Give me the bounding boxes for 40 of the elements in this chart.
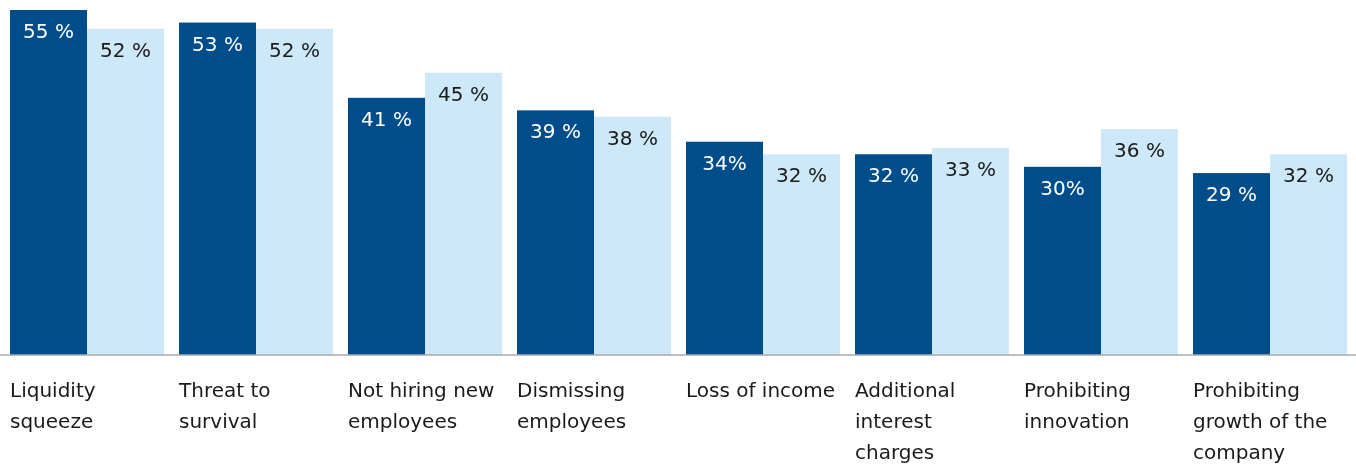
data-label: 52 %: [269, 37, 320, 62]
bar: [10, 10, 87, 355]
bar: [256, 28, 333, 355]
bar: [348, 97, 425, 355]
x-tick-label: Dismissing employees: [517, 378, 627, 433]
x-tick-label: Threat to survival: [178, 378, 271, 433]
bar: [763, 154, 840, 355]
bar: [855, 154, 932, 355]
bar: [1024, 166, 1101, 355]
data-label: 29 %: [1206, 182, 1257, 207]
x-tick-label: Additional interest charges: [855, 378, 956, 464]
x-tick-label: Liquidity squeeze: [10, 378, 96, 433]
data-label: 53 %: [192, 31, 243, 56]
bar: [517, 110, 594, 355]
data-label: 55 %: [23, 19, 74, 43]
bar: [932, 148, 1009, 355]
bar: [1101, 129, 1178, 355]
x-tick-label: Not hiring new employees: [348, 378, 495, 433]
data-label: 30%: [1040, 175, 1085, 200]
bar: [425, 72, 502, 355]
bar: [594, 116, 671, 355]
data-label: 52 %: [100, 37, 151, 62]
data-label: 41 %: [361, 106, 412, 131]
data-label: 39 %: [530, 119, 581, 144]
data-label: 32 %: [868, 163, 919, 188]
bar: [1270, 154, 1347, 355]
bar: [87, 28, 164, 355]
x-tick-label: Prohibiting innovation: [1024, 378, 1131, 433]
bar: [686, 141, 763, 355]
bar: [1193, 173, 1270, 355]
data-label: 45 %: [438, 81, 489, 106]
bar: [179, 22, 256, 355]
data-label: 34%: [702, 150, 747, 175]
data-label: 38 %: [607, 125, 658, 150]
data-label: 36 %: [1114, 138, 1165, 163]
data-label: 33 %: [945, 157, 996, 181]
data-label: 32 %: [1283, 163, 1334, 188]
data-label: 32 %: [776, 163, 827, 188]
x-tick-label: Prohibiting growth of the company: [1193, 378, 1328, 464]
x-tick-label: Loss of income: [686, 378, 836, 402]
